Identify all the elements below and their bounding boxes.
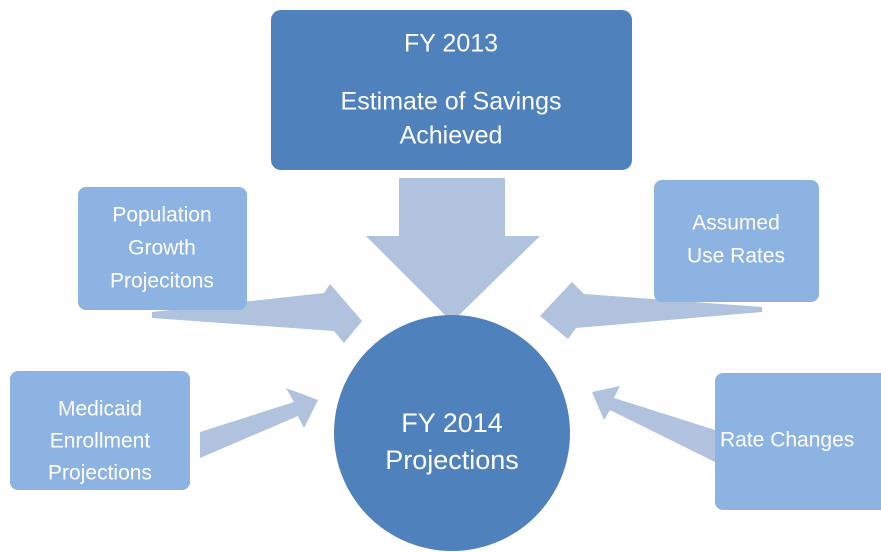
input-line: Medicaid	[58, 398, 142, 421]
input-line: Enrollment	[50, 430, 151, 453]
input-line: Assumed	[692, 212, 780, 235]
top-line: Estimate of Savings	[341, 88, 562, 116]
input-line: Population	[112, 204, 211, 227]
medicaid-box	[10, 371, 190, 490]
input-line: Growth	[128, 237, 196, 260]
center-line: Projections	[385, 445, 519, 475]
arrow-population	[152, 284, 362, 343]
input-line: Use Rates	[687, 245, 785, 268]
arrow-assumed	[540, 282, 762, 339]
rate-box	[715, 373, 881, 510]
top-box	[271, 10, 632, 170]
input-line: Rate Changes	[720, 429, 854, 452]
arrow-rate	[592, 386, 715, 462]
input-line: Projections	[48, 462, 152, 485]
assumed-box	[654, 180, 819, 302]
center-line: FY 2014	[401, 408, 503, 438]
arrow-medicaid	[200, 388, 318, 458]
input-line: Projecitons	[110, 270, 214, 293]
center-circle	[334, 315, 570, 551]
arrow-down	[366, 178, 540, 322]
population-box	[78, 187, 247, 310]
top-line: FY 2013	[404, 30, 498, 58]
top-line: Achieved	[400, 122, 503, 150]
